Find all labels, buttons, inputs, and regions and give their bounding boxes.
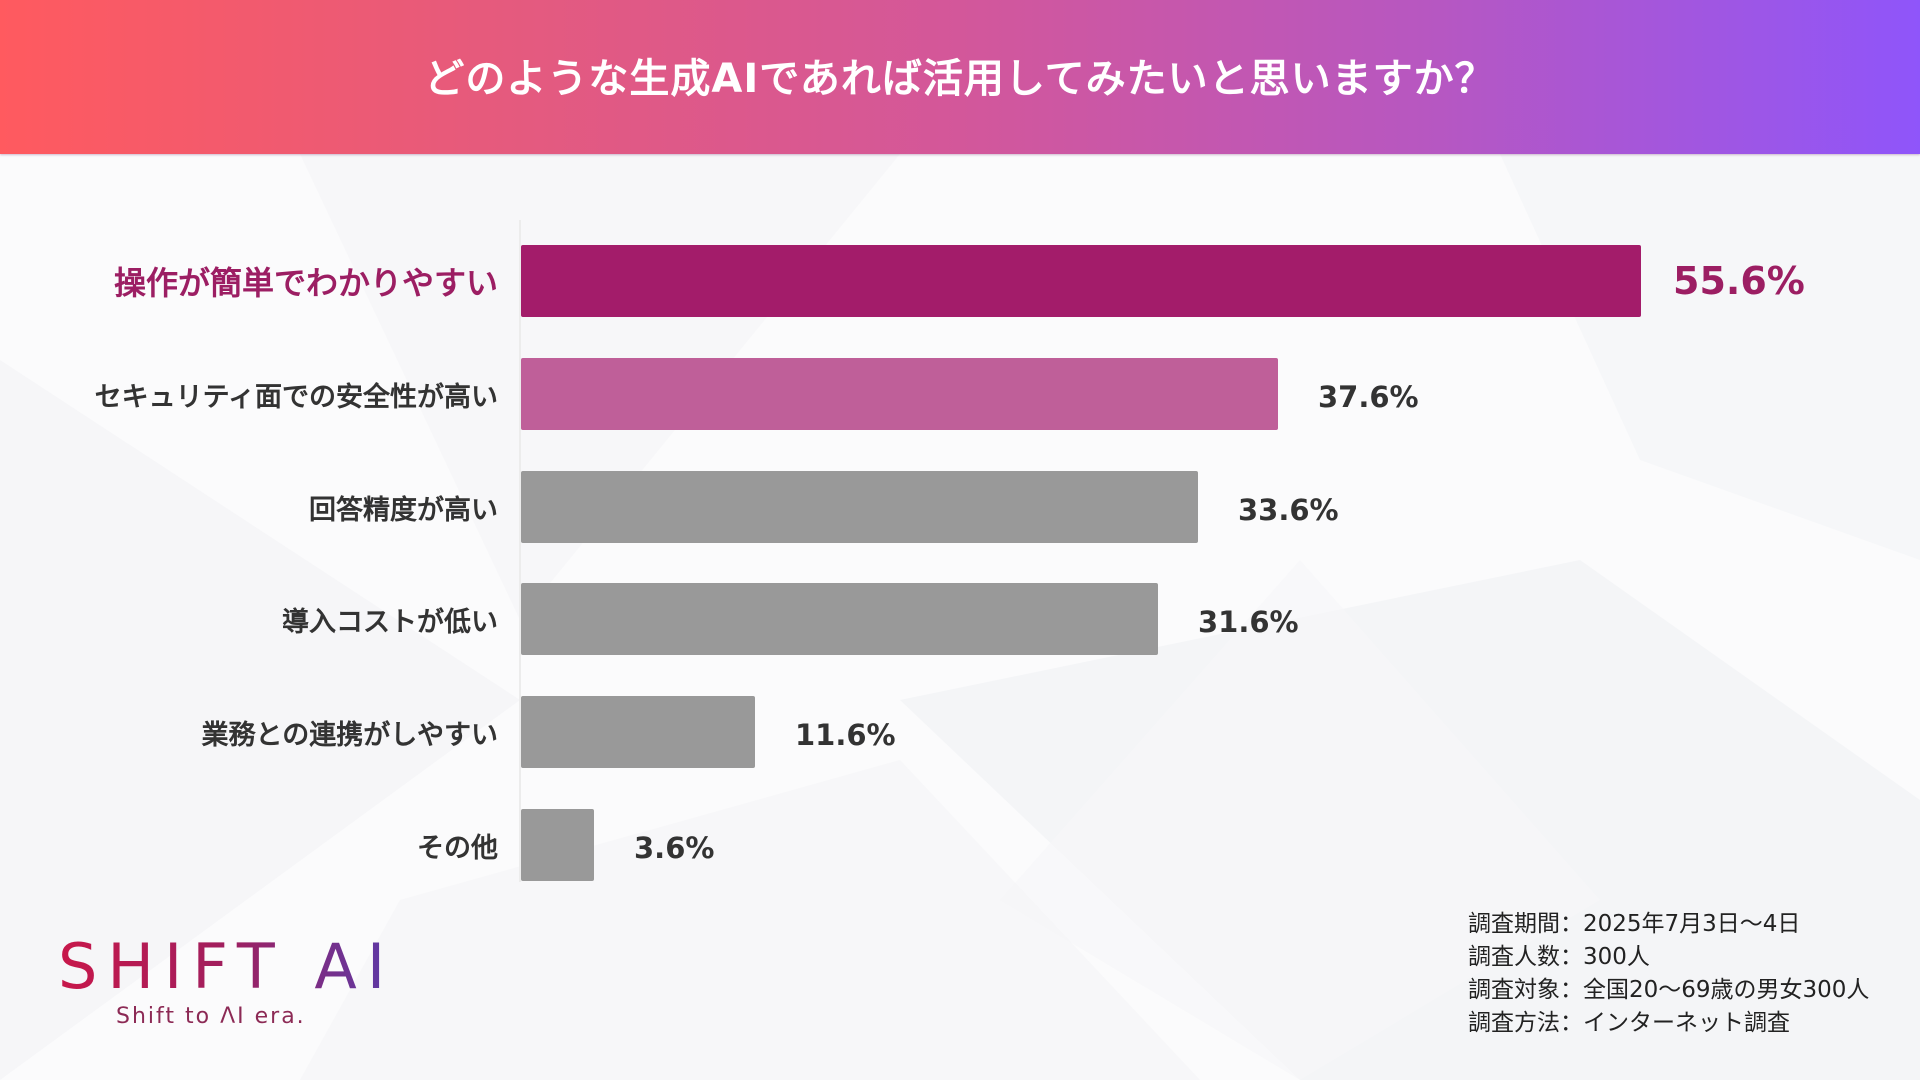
- bar: [521, 358, 1278, 430]
- bar-row: 導入コストが低い 31.6%: [0, 583, 1920, 655]
- bar: [521, 696, 755, 768]
- value-label: 31.6%: [1198, 605, 1299, 639]
- value-label: 3.6%: [634, 831, 715, 865]
- survey-target: 調査対象：全国20〜69歳の男女300人: [1468, 977, 1870, 1003]
- bar: [521, 471, 1198, 543]
- category-label: 導入コストが低い: [282, 606, 498, 638]
- logo-wordmark: SHIFT AI: [58, 930, 396, 1003]
- bar: [521, 809, 594, 881]
- bar-row: 操作が簡単でわかりやすい 55.6%: [0, 245, 1920, 317]
- survey-notes: 調査期間：2025年7月3日〜4日 調査人数：300人 調査対象：全国20〜69…: [1468, 908, 1869, 1040]
- chart-title: どのような生成AIであれば活用してみたいと思いますか？: [424, 56, 1496, 102]
- category-label: 操作が簡単でわかりやすい: [113, 264, 498, 302]
- survey-sample-size: 調査人数：300人: [1468, 944, 1650, 970]
- bar-row: セキュリティ面での安全性が高い 37.6%: [0, 358, 1920, 430]
- bar: [521, 245, 1641, 317]
- survey-method: 調査方法：インターネット調査: [1468, 1010, 1790, 1036]
- category-label: 回答精度が高い: [309, 494, 498, 526]
- bar: [521, 583, 1158, 655]
- value-label: 33.6%: [1238, 493, 1339, 527]
- bar-row: 回答精度が高い 33.6%: [0, 471, 1920, 543]
- bar-row: 業務との連携がしやすい 11.6%: [0, 696, 1920, 768]
- value-label: 11.6%: [795, 718, 896, 752]
- category-axis-line: [519, 220, 521, 882]
- survey-period: 調査期間：2025年7月3日〜4日: [1468, 911, 1801, 937]
- value-label: 37.6%: [1318, 380, 1419, 414]
- bar-row: その他 3.6%: [0, 809, 1920, 881]
- shift-ai-logo: SHIFT AI Shift to ΛI era.: [58, 930, 396, 1030]
- logo-tagline: Shift to ΛI era.: [116, 1004, 306, 1029]
- category-label: セキュリティ面での安全性が高い: [94, 381, 498, 413]
- header-banner: どのような生成AIであれば活用してみたいと思いますか？: [0, 0, 1920, 154]
- category-label: 業務との連携がしやすい: [201, 719, 498, 751]
- category-label: その他: [417, 832, 498, 864]
- value-label: 55.6%: [1673, 259, 1805, 303]
